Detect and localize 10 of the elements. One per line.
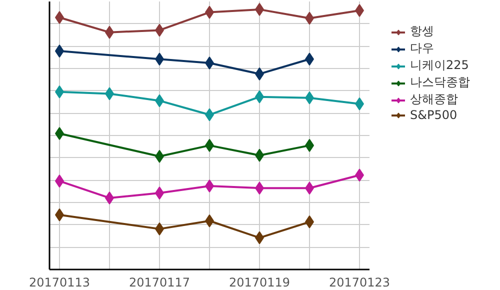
x-tick-label: 20170123 [328,276,390,290]
legend-label: S&P500 [410,108,458,122]
x-tick-label: 20170119 [228,276,290,290]
legend-label: 상해종합 [410,91,458,108]
x-tick-label: 20170113 [28,276,90,290]
legend-label: 니케이225 [410,57,469,74]
legend-label: 나스닥종합 [410,74,470,91]
legend-label: 항셍 [410,23,434,40]
legend-label: 다우 [410,40,434,57]
x-tick-label: 20170117 [128,276,190,290]
